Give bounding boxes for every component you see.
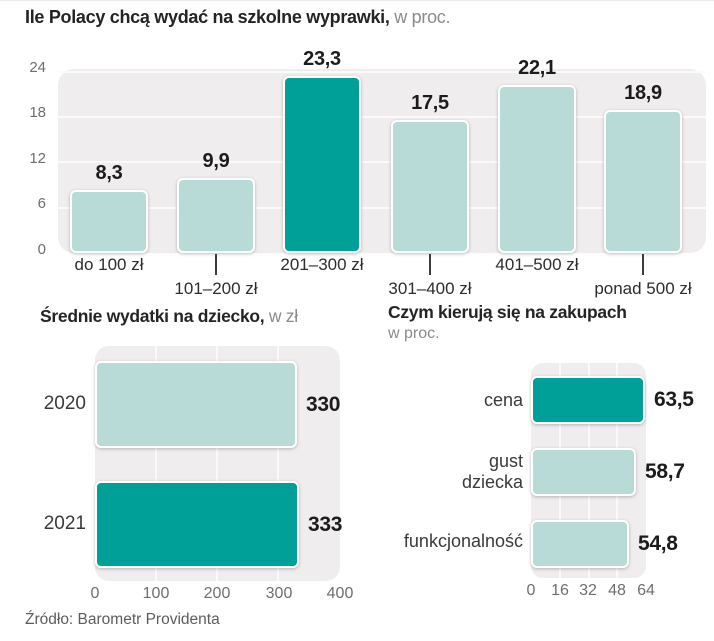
- y-axis-tick: 6: [37, 195, 46, 212]
- category-label: ponad 500 zł: [594, 279, 692, 298]
- category-label-year: 2020: [43, 393, 86, 414]
- bar-group: 9,9: [177, 69, 255, 253]
- bar-group: 8,3: [70, 69, 148, 253]
- bar: [498, 85, 576, 253]
- bar-group: 54,8: [531, 520, 711, 568]
- chart-title-bold: Czym kierują się na zakupach: [388, 302, 627, 322]
- page-title-unit: w proc.: [394, 7, 451, 27]
- x-axis-tick: 400: [326, 585, 354, 602]
- bar-group: 330: [95, 361, 435, 448]
- page-title-bold: Ile Polacy chcą wydać na szkolne wyprawk…: [25, 7, 390, 27]
- bar-value-label: 333: [308, 512, 343, 536]
- page-title: Ile Polacy chcą wydać na szkolne wyprawk…: [25, 7, 451, 28]
- x-axis-labels: 0 100 200 300 400: [91, 585, 354, 605]
- gridline: [58, 116, 706, 118]
- bar: [391, 120, 469, 253]
- gridline: [216, 346, 218, 581]
- x-axis-tick: 48: [608, 582, 626, 599]
- bar-value-label: 8,3: [95, 162, 123, 184]
- x-axis-tick-mark: [642, 254, 644, 275]
- x-axis-tick: 300: [265, 585, 293, 602]
- category-label-year: 2021: [43, 513, 86, 534]
- x-axis-tick: 64: [637, 582, 655, 599]
- category-label: 101–200 zł: [174, 279, 258, 298]
- bar-group: 63,5: [531, 376, 711, 424]
- x-axis-tick: 16: [551, 582, 569, 599]
- gridline: [277, 346, 279, 581]
- bar-group: 22,1: [498, 57, 576, 253]
- bar-group: 17,5: [391, 69, 469, 253]
- category-label: 301–400 zł: [388, 279, 472, 298]
- bar-value-label: 22,1: [518, 57, 556, 79]
- bar-value-label: 330: [306, 392, 341, 416]
- category-label: do 100 zł: [74, 255, 144, 274]
- category-label: 201–300 zł: [280, 255, 364, 274]
- bar-value-label: 54,8: [638, 532, 678, 555]
- x-axis-tick: 100: [142, 585, 170, 602]
- y-axis-tick: 12: [29, 150, 46, 167]
- gridline: [58, 207, 706, 209]
- bar-group: 58,7: [531, 448, 711, 496]
- x-axis-tick: 32: [579, 582, 597, 599]
- bar: [604, 110, 682, 253]
- x-axis-tick-mark: [215, 254, 217, 275]
- bar-value-label: 17,5: [411, 92, 449, 114]
- chart-title-purchase-criteria: Czym kierują się na zakupach: [388, 302, 627, 323]
- bar-group: 18,9: [604, 69, 682, 253]
- bar-highlighted: [95, 481, 299, 568]
- bar-value-label: 18,9: [624, 82, 662, 104]
- chart-title-unit: w proc.: [388, 325, 440, 342]
- plot-area-purchase-criteria: 63,5 58,7 54,8: [531, 363, 694, 578]
- gridline: [58, 71, 706, 73]
- x-axis-tick: 0: [526, 582, 536, 599]
- bar: [70, 190, 148, 253]
- y-axis-tick: 0: [37, 241, 46, 258]
- x-axis-labels: do 100 zł 101–200 zł 201–300 zł 301–400 …: [0, 253, 714, 307]
- x-axis-tick-mark: [429, 254, 431, 275]
- source-attribution: Źródło: Barometr Providenta: [25, 611, 220, 628]
- chart-title-bold: Średnie wydatki na dziecko,: [40, 306, 265, 326]
- bar-highlighted: [283, 76, 361, 253]
- bar: [95, 361, 297, 448]
- bar-highlighted: [531, 376, 645, 424]
- bar-value-label: 9,9: [202, 150, 230, 172]
- gridline: [155, 346, 157, 581]
- category-label: gust dziecka: [461, 451, 523, 492]
- category-label: funkcjonalność: [403, 531, 523, 551]
- bar: [531, 448, 636, 496]
- bar: [177, 178, 255, 253]
- bar-value-label: 58,7: [645, 460, 685, 483]
- bar-group: 23,3: [283, 48, 361, 253]
- bar-group: 333: [95, 481, 435, 568]
- y-axis-tick: 18: [29, 104, 46, 121]
- x-axis-tick: 200: [203, 585, 231, 602]
- chart-title-average-spending: Średnie wydatki na dziecko, w zł: [40, 306, 298, 327]
- plot-area-spending-ranges: 8,3 9,9 23,3 17,5 22,1 18,9: [58, 48, 706, 253]
- bar-value-label: 63,5: [654, 388, 694, 411]
- gridline: [58, 161, 706, 163]
- category-label: cena: [483, 390, 523, 410]
- bar: [531, 520, 629, 568]
- bar-value-label: 23,3: [303, 48, 341, 70]
- x-axis-labels: 0 16 32 48 64: [527, 582, 655, 602]
- x-axis-tick: 0: [90, 585, 100, 602]
- category-label: 401–500 zł: [495, 255, 579, 274]
- plot-area-average-spending: 330 333: [95, 346, 342, 581]
- y-axis-tick: 24: [29, 59, 46, 76]
- chart-title-unit: w zł: [268, 306, 298, 326]
